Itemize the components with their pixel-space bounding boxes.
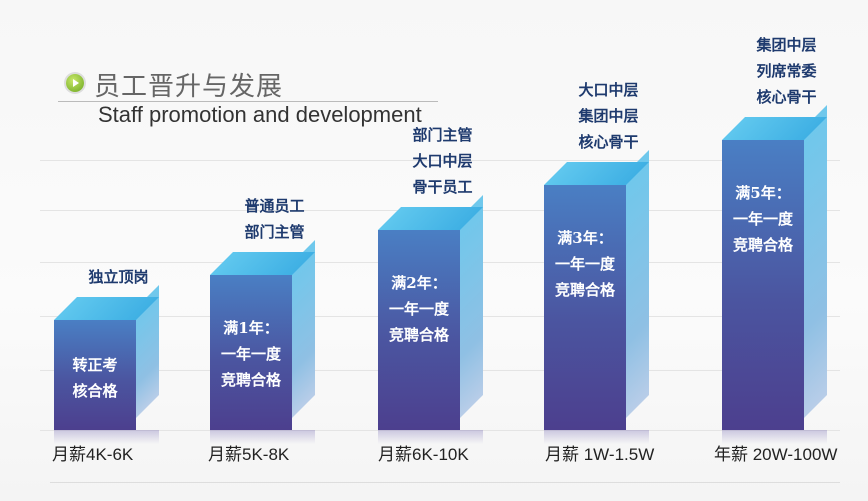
x-tick-label: 月薪 1W-1.5W [545,445,655,464]
bar-side-face [804,105,827,418]
position-line: 核心骨干 [578,133,639,151]
position-line: 部门主管 [412,126,473,144]
bar: 转正考 核合格 [54,285,159,444]
bar: 满3年： 一年一度竞聘合格 [544,150,649,444]
bar-inner-text: 转正考 核合格 [54,352,136,404]
bar-reflection [722,430,827,444]
title-en: Staff promotion and development [98,102,422,127]
bar: 满5年： 一年一度竞聘合格 [722,105,827,444]
position-line: 独立顶岗 [88,268,149,286]
position-label: 独立顶岗 [66,264,171,290]
bar-inner-line: 一年一度 [388,300,449,318]
bar-inner-line: 转正考 [72,356,118,374]
bar-side-face [626,150,649,418]
position-line: 普通员工 [244,197,305,215]
bar-reflection [54,430,159,444]
gridline [40,160,840,161]
bar-reflection [210,430,315,444]
bar: 满2年： 一年一度竞聘合格 [378,195,483,444]
bar-inner-line: 竞聘合格 [554,281,615,299]
position-label: 普通员工 部门主管 [222,193,327,245]
bar-inner-line: 一年一度 [554,255,615,273]
bar-side-face [460,195,483,418]
position-line: 部门主管 [244,223,305,241]
bar-inner-line: 核合格 [72,382,118,400]
x-tick-label: 月薪4K-6K [52,445,134,464]
bar-front-face [722,140,804,430]
position-line: 大口中层 [412,152,473,170]
bar-front-face [544,185,626,430]
position-line: 集团中层 [578,107,639,125]
position-line: 集团中层 [756,36,817,54]
x-tick-label: 年薪 20W-100W [714,445,838,464]
bar-front-face [210,275,292,430]
baseline [50,482,840,483]
bar-inner-line: 竞聘合格 [220,371,281,389]
bar-reflection [378,430,483,444]
position-label: 大口中层集团中层核心骨干 [556,77,661,155]
x-tick-label: 月薪6K-10K [378,445,469,464]
bar-inner-text: 满1年： 一年一度竞聘合格 [210,315,292,393]
bar-inner-text: 满3年： 一年一度竞聘合格 [544,225,626,303]
position-line: 核心骨干 [756,88,817,106]
bar-inner-line: 一年一度 [220,345,281,363]
bar: 满1年： 一年一度竞聘合格 [210,240,315,444]
title-cn: 员工晋升与发展 [94,72,284,102]
gridline [40,430,840,431]
bar-inner-line: 满3年： [557,229,613,247]
position-label: 部门主管大口中层骨干员工 [390,122,495,200]
position-line: 大口中层 [578,81,639,99]
bar-inner-line: 满1年： [223,319,279,337]
bar-inner-line: 一年一度 [732,210,793,228]
position-label: 集团中层列席常委核心骨干 [734,32,839,110]
play-circle-icon [66,74,84,92]
position-line: 列席常委 [756,62,817,80]
bar-inner-text: 满5年： 一年一度竞聘合格 [722,180,804,258]
bar-front-face [378,230,460,430]
bar-inner-line: 满2年： [391,274,447,292]
position-line: 骨干员工 [412,178,473,196]
bar-front-face [54,320,136,430]
bar-inner-line: 竞聘合格 [388,326,449,344]
bar-inner-line: 竞聘合格 [732,236,793,254]
bar-inner-text: 满2年： 一年一度竞聘合格 [378,270,460,348]
bar-reflection [544,430,649,444]
bar-inner-line: 满5年： [735,184,791,202]
title-divider [58,101,438,102]
x-tick-label: 月薪5K-8K [208,445,290,464]
